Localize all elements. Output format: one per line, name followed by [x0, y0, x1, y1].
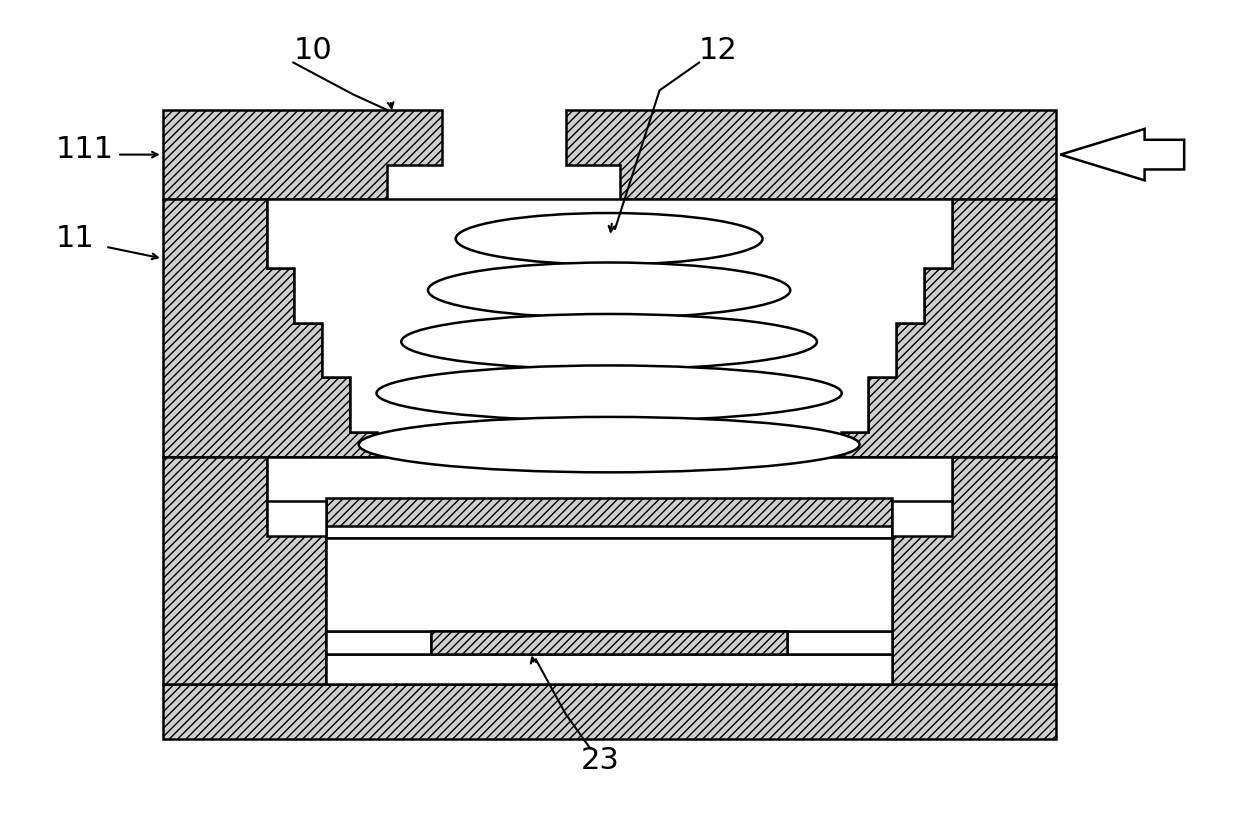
- Bar: [326, 654, 893, 684]
- Polygon shape: [267, 199, 951, 457]
- Polygon shape: [841, 199, 1055, 457]
- Bar: [432, 631, 787, 654]
- Bar: [326, 631, 432, 654]
- Polygon shape: [162, 199, 377, 457]
- Text: 12: 12: [699, 36, 738, 65]
- Text: 10: 10: [294, 36, 332, 65]
- Polygon shape: [565, 110, 1055, 199]
- Polygon shape: [162, 110, 441, 199]
- Text: 11: 11: [56, 224, 94, 253]
- Polygon shape: [162, 457, 326, 684]
- Bar: [787, 631, 893, 654]
- Polygon shape: [893, 457, 1055, 684]
- Ellipse shape: [358, 417, 859, 472]
- Ellipse shape: [377, 365, 842, 421]
- Polygon shape: [267, 457, 951, 684]
- Bar: [326, 538, 893, 684]
- Bar: [267, 501, 326, 536]
- Bar: [326, 498, 893, 526]
- Bar: [162, 684, 1055, 739]
- Ellipse shape: [402, 314, 817, 369]
- Text: 23: 23: [580, 746, 619, 775]
- Text: 111: 111: [56, 135, 114, 164]
- Ellipse shape: [455, 213, 763, 265]
- Ellipse shape: [428, 262, 790, 318]
- Bar: [326, 538, 893, 631]
- Polygon shape: [1060, 129, 1184, 181]
- Bar: [893, 501, 951, 536]
